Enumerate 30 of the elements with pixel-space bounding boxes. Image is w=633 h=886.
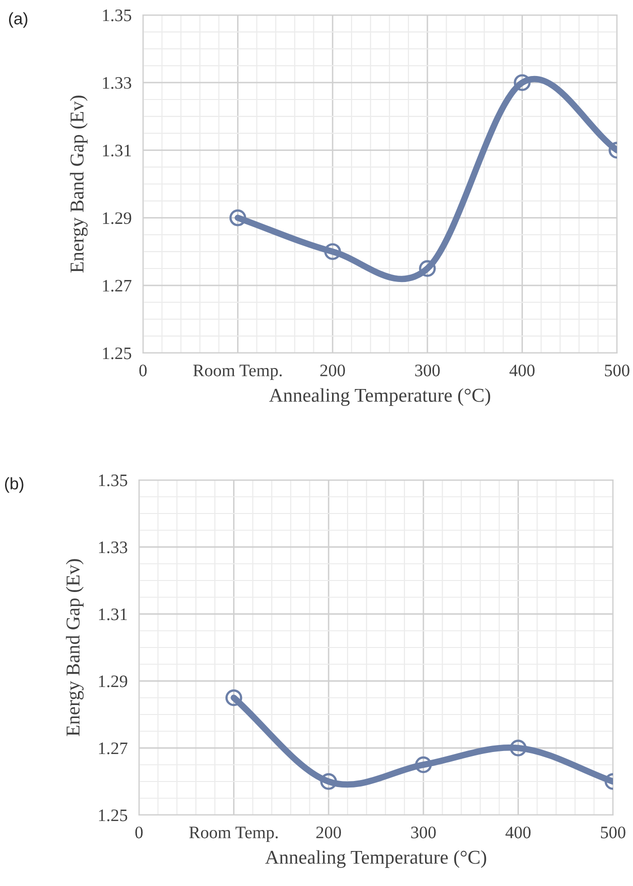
x-tick-label: Room Temp. (189, 826, 278, 842)
y-tick-label: 1.33 (99, 542, 128, 554)
y-tick-label: 1.31 (99, 608, 127, 620)
y-tick-label: 1.27 (103, 280, 132, 292)
x-tick-label: 200 (316, 826, 341, 838)
y-tick-label: 1.29 (99, 676, 128, 688)
x-tick-label: 200 (320, 364, 345, 376)
x-tick-label: 0 (139, 364, 147, 376)
y-tick-label: 1.35 (99, 474, 128, 486)
x-tick-label: 400 (506, 826, 531, 838)
x-axis-title: Annealing Temperature (°C) (265, 850, 486, 868)
y-tick-label: 1.25 (103, 348, 132, 360)
y-tick-label: 1.25 (99, 810, 128, 822)
x-tick-label: 500 (604, 364, 630, 376)
y-tick-label: 1.29 (103, 212, 132, 224)
x-tick-label: Room Temp. (193, 364, 282, 380)
y-tick-label: 1.27 (99, 742, 128, 754)
y-tick-label: 1.33 (103, 77, 132, 89)
y-tick-label: 1.31 (103, 144, 131, 156)
x-tick-label: 300 (411, 826, 436, 838)
x-tick-label: 0 (135, 826, 143, 838)
x-tick-label: 400 (510, 364, 535, 376)
y-tick-label: 1.35 (103, 10, 132, 22)
text: (a) (9, 12, 28, 28)
x-tick-label: 300 (415, 364, 440, 376)
x-tick-label: 500 (600, 826, 626, 838)
x-axis-title: Annealing Temperature (°C) (269, 388, 490, 406)
y-axis-title: Energy Band Gap (Ev) (70, 96, 88, 273)
text: (b) (5, 477, 24, 493)
y-axis-title: Energy Band Gap (Ev) (66, 559, 84, 736)
